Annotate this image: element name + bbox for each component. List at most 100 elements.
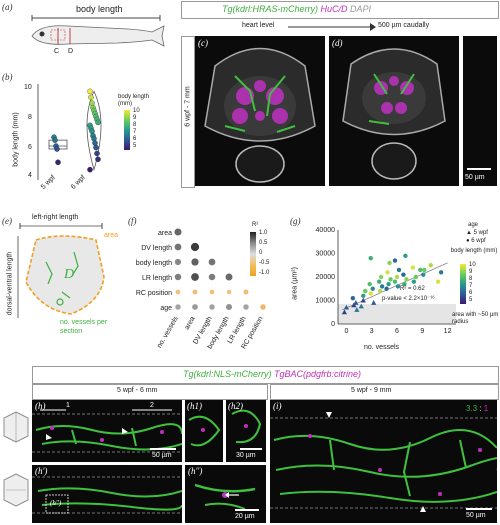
g-point-6wpf — [421, 272, 426, 277]
f-legend-gradient — [250, 232, 256, 276]
g-point-5wpf — [341, 309, 348, 315]
g-point-6wpf — [388, 277, 393, 282]
g-point-6wpf — [435, 279, 441, 284]
panel-label-hpp-inset: (h'') — [50, 499, 62, 507]
b-point — [93, 144, 99, 151]
g-xtick: 0 — [344, 328, 348, 335]
cd-side-box: 6 wpf - 7 mm — [181, 36, 195, 188]
g-point-5wpf — [360, 297, 366, 303]
panel-label-a: (a) — [2, 2, 13, 12]
g-point-6wpf — [410, 265, 416, 270]
b-ytick-6: 6 — [28, 144, 32, 151]
b-cb-5: 5 — [133, 143, 137, 149]
fish-schematic — [31, 15, 165, 47]
b-point — [87, 166, 93, 173]
hi-header: Tg(kdrl:NLS-mCherry) TgBAC(pdgfrb:citrin… — [32, 366, 499, 384]
g-point-6wpf — [361, 293, 366, 298]
g-point-6wpf — [363, 288, 368, 294]
f-cell — [174, 243, 182, 251]
i-ratio-green: 3.3 — [466, 404, 478, 413]
micrograph-h2: (h2) 30 µm — [226, 400, 266, 462]
g-point-6wpf — [401, 272, 406, 277]
micrograph-c: (c) — [195, 36, 325, 186]
micrograph-hp: (h') (h'') — [32, 465, 182, 523]
arrow-right-label: 500 µm caudally — [378, 22, 430, 29]
b-point — [54, 146, 60, 152]
label-c: C — [54, 48, 60, 55]
g-len-8: 8 — [469, 276, 473, 282]
f-cell — [174, 273, 182, 281]
hi-header-tg1: Tg(kdrl:NLS-mCherry) — [183, 369, 272, 379]
panel-label-h1: (h1) — [187, 401, 202, 411]
panel-a: body length C D — [18, 4, 168, 60]
panel-label-b: (b) — [2, 72, 13, 82]
cd-header-dapi: DAPI — [347, 4, 372, 14]
b-chart — [37, 84, 102, 180]
f-cell — [208, 273, 216, 281]
g-xtick: 6 — [395, 328, 399, 335]
body-length-title: body length — [76, 4, 123, 14]
panel-label-c: (c) — [198, 38, 208, 48]
f-row-label: area — [158, 230, 172, 237]
cd-scale-bar — [467, 168, 491, 170]
g-point-6wpf — [386, 281, 391, 287]
f-cell — [243, 289, 249, 295]
f-row-label: DV length — [141, 245, 172, 252]
f-cell — [190, 242, 200, 252]
g-xtick: 12 — [444, 328, 452, 335]
hi-header-tg2: TgBAC(pdgfrb:citrine) — [271, 369, 362, 379]
f-legend-m1: -1.0 — [259, 270, 270, 276]
micrograph-d: (d) — [329, 36, 459, 186]
g-point-6wpf — [402, 281, 407, 287]
f-cell — [225, 273, 233, 281]
g-point-6wpf — [428, 263, 433, 268]
i-ratio: 3.3 : 1 — [466, 404, 488, 413]
f-cell — [226, 289, 232, 295]
hi-orientation-icons — [3, 411, 29, 507]
f-row-label: age — [160, 305, 172, 312]
g-area-band — [338, 304, 456, 324]
g-ylabel: area (µm²) — [291, 267, 299, 300]
f-row-label: RC position — [136, 290, 172, 297]
h-scale-text: 50 µm — [152, 452, 172, 459]
g-xtick: 3 — [370, 328, 374, 335]
g-point-6wpf — [387, 260, 392, 266]
b-cb-10: 10 — [133, 108, 140, 114]
g-point-6wpf — [377, 288, 383, 294]
g-point-6wpf — [422, 267, 427, 273]
f-legend-05: 0.5 — [259, 240, 268, 246]
h2-scale-bar — [240, 448, 262, 450]
g-point-6wpf — [392, 279, 398, 284]
g-point-6wpf — [411, 279, 417, 284]
cd-header: Tg(kdrl:HRAS-mCherry) HuC/D DAPI — [181, 1, 499, 19]
f-col-label: no. vessels — [156, 315, 180, 349]
micrograph-hpp: (h'') 20 µm — [185, 465, 266, 523]
f-cell — [209, 304, 215, 310]
b-colorbar-gradient — [124, 110, 130, 150]
g-point-6wpf — [384, 286, 389, 291]
panel-label-i: (i) — [273, 401, 282, 411]
g-point-5wpf — [353, 300, 359, 305]
f-legend-1: 1.0 — [259, 230, 268, 236]
g-point-6wpf — [438, 270, 444, 275]
g-point-6wpf — [396, 267, 402, 273]
f-cell — [192, 289, 198, 295]
b-cb-6: 6 — [133, 136, 137, 142]
micrograph-strip: 50 µm — [463, 36, 497, 186]
g-point-6wpf — [379, 284, 385, 289]
panel-label-e: (e) — [2, 216, 12, 226]
f-cell — [260, 304, 266, 310]
g-area-note: area with ~50 µm radius — [452, 312, 499, 325]
h-marker-2: 2 — [150, 402, 154, 409]
f-cell — [174, 258, 182, 266]
hpp-scale-bar — [235, 509, 259, 511]
h-title-box: 5 wpf - 6 mm — [32, 384, 268, 400]
h-marker-1: 1 — [66, 402, 70, 409]
i-ratio-sep: : — [477, 404, 484, 413]
g-len-6: 6 — [469, 290, 473, 296]
e-side-label: dorsal-ventral length — [6, 251, 14, 316]
label-d: D — [68, 48, 74, 55]
g-point-5wpf — [343, 304, 350, 310]
f-cell — [192, 304, 198, 310]
g-xtick: 9 — [420, 328, 424, 335]
